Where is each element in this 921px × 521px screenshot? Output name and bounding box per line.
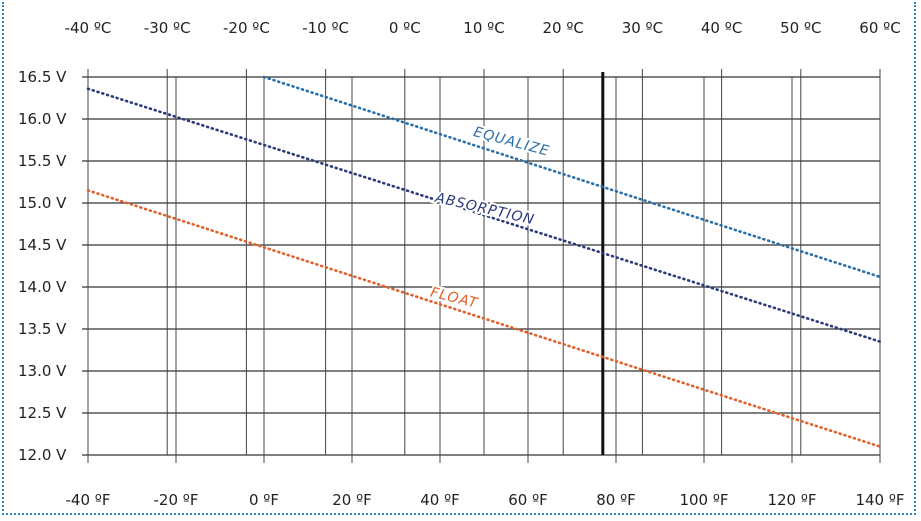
x-bottom-tick-label: 100 ºF [679, 491, 728, 509]
x-top-tick-label: 50 ºC [780, 19, 821, 37]
y-tick-label: 14.5 V [18, 236, 67, 254]
y-tick-label: 16.5 V [18, 68, 67, 86]
x-bottom-tick-label: 0 ºF [249, 491, 279, 509]
series-line-equalize [262, 75, 882, 279]
series-line-absorption [86, 87, 882, 343]
x-bottom-tick-label: 40 ºF [420, 491, 460, 509]
x-top-tick-label: 40 ºC [701, 19, 742, 37]
y-tick-label: 15.0 V [18, 194, 67, 212]
x-top-tick-label: 10 ºC [463, 19, 504, 37]
y-tick-label: 16.0 V [18, 110, 67, 128]
y-tick-label: 15.5 V [18, 152, 67, 170]
x-top-tick-label: -40 ºC [65, 19, 112, 37]
x-bottom-tick-label: -20 ºF [154, 491, 199, 509]
x-bottom-tick-label: 20 ºF [332, 491, 372, 509]
x-top-tick-label: 60 ºC [859, 19, 900, 37]
y-tick-label: 12.0 V [18, 446, 67, 464]
y-tick-label: 13.5 V [18, 320, 67, 338]
x-bottom-tick-label: 60 ºF [508, 491, 548, 509]
x-top-tick-label: -10 ºC [302, 19, 349, 37]
x-bottom-tick-label: 140 ºF [855, 491, 904, 509]
x-top-tick-label: -20 ºC [223, 19, 270, 37]
x-top-tick-label: -30 ºC [144, 19, 191, 37]
x-top-tick-label: 30 ºC [622, 19, 663, 37]
x-top-tick-label: 0 ºC [389, 19, 421, 37]
y-tick-label: 13.0 V [18, 362, 67, 380]
y-tick-label: 12.5 V [18, 404, 67, 422]
y-tick-label: 14.0 V [18, 278, 67, 296]
x-bottom-tick-label: -40 ºF [66, 491, 111, 509]
x-top-tick-label: 20 ºC [542, 19, 583, 37]
chart-frame [2, 2, 916, 515]
x-bottom-tick-label: 120 ºF [767, 491, 816, 509]
x-bottom-tick-label: 80 ºF [596, 491, 636, 509]
series-line-float [86, 189, 882, 448]
